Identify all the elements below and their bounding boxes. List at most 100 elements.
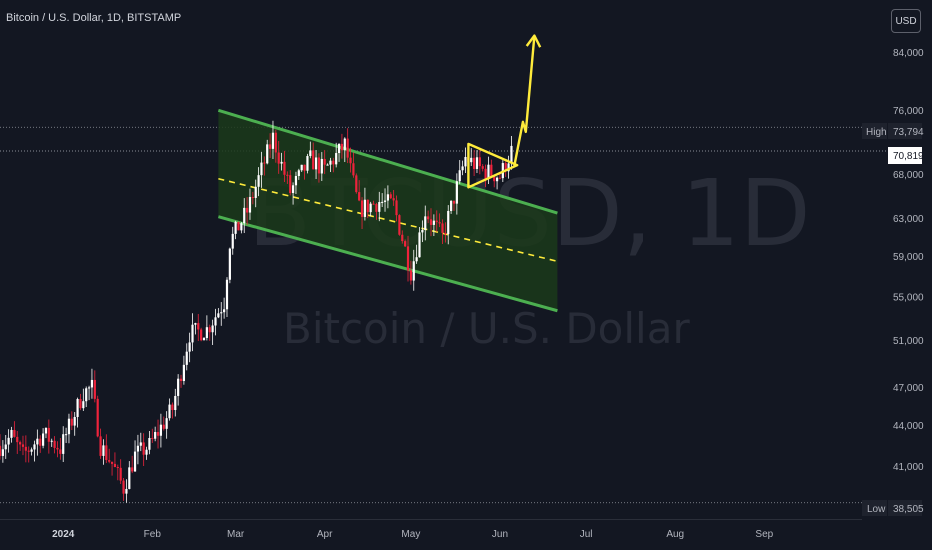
candle	[358, 180, 361, 202]
candle	[493, 175, 496, 188]
candle-body	[223, 309, 226, 313]
candle-body	[50, 440, 53, 442]
candle	[266, 139, 269, 165]
candle	[314, 150, 318, 179]
candle-body	[44, 427, 48, 434]
candle	[240, 222, 243, 234]
candle-body	[148, 437, 151, 450]
candle-body	[383, 200, 387, 202]
candle	[263, 156, 266, 176]
candle	[409, 260, 412, 285]
symbol-title[interactable]: Bitcoin / U.S. Dollar, 1D, BITSTAMP	[6, 12, 182, 24]
candle-body	[85, 388, 88, 402]
candle-body	[378, 202, 381, 212]
candle-body	[217, 313, 220, 318]
candle-body	[194, 323, 197, 325]
candle-body	[429, 219, 433, 225]
candle-body	[289, 175, 292, 194]
candle	[165, 411, 168, 439]
price-axis[interactable]: 84,000 76,000 68,000 63,000 59,000 55,000 51,0…	[893, 48, 924, 473]
candle-body	[337, 143, 341, 154]
candle-body	[507, 163, 510, 172]
candle	[372, 200, 375, 205]
candle	[82, 388, 85, 411]
candle-body	[234, 221, 237, 234]
candle	[191, 313, 194, 352]
time-tick-label: May	[401, 529, 420, 540]
candle-body	[142, 442, 145, 455]
candle-body	[119, 467, 122, 481]
candle-body	[260, 162, 263, 176]
price-tick-label: 84,000	[893, 48, 924, 59]
candle-body	[398, 215, 401, 235]
candle-body	[438, 222, 441, 224]
candle-body	[251, 197, 254, 199]
candle-body	[314, 157, 318, 170]
candle	[280, 152, 283, 171]
candle-body	[225, 279, 229, 310]
candle-body	[335, 153, 338, 165]
candle-body	[266, 144, 269, 164]
candle-body	[70, 418, 73, 426]
candle	[154, 426, 157, 442]
candle	[277, 140, 280, 174]
candle	[234, 220, 237, 240]
candle	[56, 441, 59, 458]
candle	[452, 200, 456, 212]
candle-body	[455, 181, 458, 204]
candle-body	[421, 229, 424, 233]
candle-body	[306, 156, 309, 171]
currency-button[interactable]: USD	[891, 9, 921, 33]
candle-body	[268, 144, 272, 149]
candle-body	[263, 162, 266, 164]
candle-body	[162, 424, 165, 429]
time-tick-label: Sep	[755, 529, 773, 540]
candle	[378, 191, 381, 222]
candle	[90, 368, 94, 399]
projection-arrow-line	[513, 35, 536, 167]
price-tick-label: 76,000	[893, 106, 924, 117]
candle	[312, 142, 315, 170]
candle-body	[21, 444, 25, 447]
candle	[122, 477, 125, 501]
candle-body	[404, 241, 407, 247]
descending-channel[interactable]	[217, 108, 558, 313]
candle-body	[464, 156, 467, 167]
triangle-pattern[interactable]	[467, 34, 542, 189]
candle-body	[228, 248, 231, 280]
candle	[381, 193, 384, 208]
candle	[1, 440, 4, 463]
candle	[24, 435, 27, 463]
candle	[375, 202, 378, 220]
candle-body	[214, 317, 217, 326]
candle	[4, 435, 7, 459]
candle-body	[317, 157, 321, 174]
candle	[39, 435, 42, 453]
candle-body	[277, 152, 280, 164]
candle	[297, 168, 300, 180]
candle	[50, 438, 53, 447]
time-axis[interactable]: 2024 Feb Mar Apr May Jun Jul Aug Sep	[0, 519, 862, 541]
candle	[119, 459, 122, 485]
time-tick-label: 2024	[52, 529, 75, 540]
candle-body	[90, 379, 94, 388]
watermark-name: Bitcoin / U.S. Dollar	[283, 304, 690, 353]
candle-body	[498, 177, 502, 179]
candle	[185, 343, 188, 371]
candle	[145, 446, 148, 460]
candle	[352, 152, 355, 178]
candle	[337, 143, 341, 162]
candle-body	[309, 150, 312, 157]
candle	[243, 198, 246, 234]
candle-body	[156, 432, 160, 436]
candle-body	[0, 445, 2, 456]
channel-median-line	[218, 177, 558, 263]
candle	[246, 197, 249, 225]
candle	[96, 395, 99, 438]
candle-body	[64, 434, 68, 436]
candle-body	[136, 445, 140, 452]
candle	[421, 220, 424, 243]
candle	[404, 239, 407, 248]
candle-body	[329, 160, 332, 165]
